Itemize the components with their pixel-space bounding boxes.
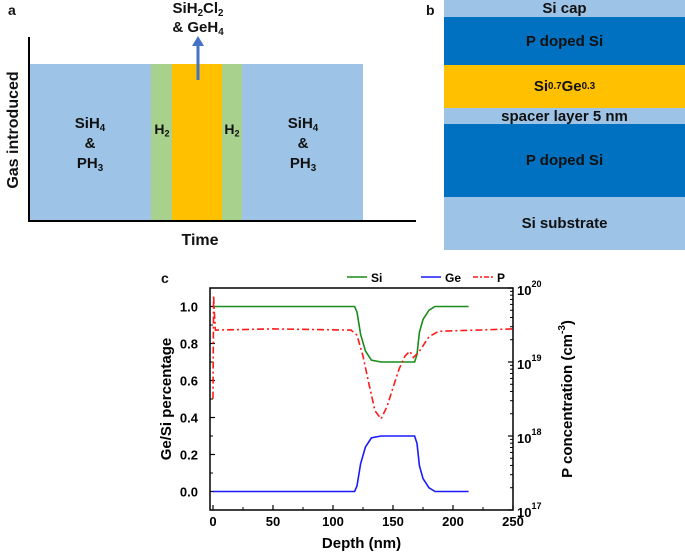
layer-p-doped-si: P doped Si (444, 124, 685, 197)
y-tick-label: 0.4 (180, 411, 199, 426)
x-axis-line (28, 220, 416, 222)
right-block-line3: PH3 (289, 155, 317, 174)
y-tick-label: 0.6 (180, 374, 198, 389)
y-axis-line (28, 37, 30, 222)
sige-growth-region (172, 64, 222, 220)
x-axis-label: Depth (nm) (322, 535, 401, 552)
h2-region-right (222, 64, 242, 220)
h2-region-left (151, 64, 172, 220)
series-ge-line (213, 435, 469, 493)
y2-tick-label: 1019 (517, 353, 541, 372)
panel-a-label: a (8, 2, 16, 18)
x-tick-label: 50 (266, 514, 280, 529)
h2-label-right: H2 (224, 121, 240, 139)
legend-label-ge: Ge (445, 271, 461, 285)
panel-c-label: c (161, 270, 169, 286)
x-tick-label: 250 (502, 514, 524, 529)
h2-label-left: H2 (154, 121, 170, 139)
sih4-ph3-region-right (242, 64, 363, 220)
panel-b-label: b (426, 2, 435, 18)
y-tick-label: 0.8 (180, 337, 198, 352)
layer-spacer-layer-5-nm: spacer layer 5 nm (444, 108, 685, 125)
x-axis-label: Time (181, 232, 219, 249)
y-tick-label: 0.0 (180, 485, 198, 500)
x-tick-label: 0 (209, 514, 216, 529)
layer-si-substrate: Si substrate (444, 197, 685, 250)
x-tick-label: 100 (322, 514, 344, 529)
legend-label-si: Si (371, 271, 382, 285)
legend-label-p: P (497, 271, 505, 285)
series-p-line (212, 295, 514, 421)
left-block-line3: PH3 (76, 155, 104, 174)
right-block-line2: & (297, 135, 309, 152)
arrow-label-line2: & GeH4 (172, 19, 224, 38)
y-axis-label: Ge/Si percentage (158, 338, 175, 461)
y2-tick-label: 1018 (517, 427, 541, 446)
series-si-line (213, 305, 469, 363)
x-tick-label: 200 (442, 514, 464, 529)
y2-axis-label: P concentration (cm-3) (557, 320, 576, 478)
right-block-line1: SiH4 (287, 115, 319, 134)
y-tick-label: 0.2 (180, 448, 198, 463)
y2-tick-label: 1017 (517, 501, 541, 520)
left-block-line1: SiH4 (74, 115, 106, 134)
y2-tick-label: 1020 (517, 279, 541, 298)
layer-p-doped-si: P doped Si (444, 17, 685, 65)
arrow-label-line1: SiH2Cl2 (172, 0, 224, 19)
left-block-line2: & (84, 135, 96, 152)
y-tick-label: 1.0 (180, 300, 198, 315)
layer-si0-7ge0-3: Si 0.7 Ge 0.3 (444, 65, 685, 108)
sih4-ph3-region-left (30, 64, 151, 220)
plot-frame (209, 287, 514, 511)
layer-si-cap: Si cap (444, 0, 685, 17)
arrow-up-icon (192, 36, 204, 80)
x-tick-label: 150 (382, 514, 404, 529)
